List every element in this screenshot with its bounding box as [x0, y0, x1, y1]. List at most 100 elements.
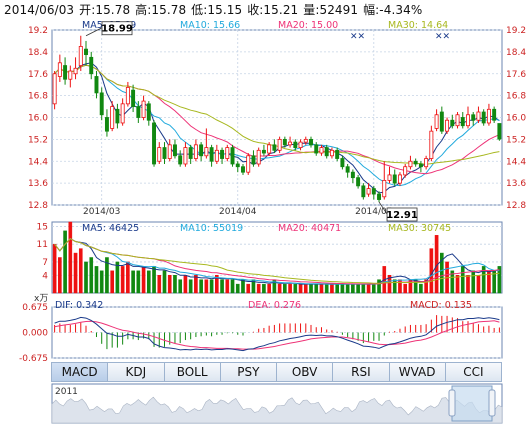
volume-bar [136, 270, 141, 294]
candle-body [241, 166, 245, 173]
candle-body [94, 76, 99, 94]
candle-body [157, 147, 162, 162]
price-tick-left: 17.6 [28, 70, 48, 80]
candle-body [209, 147, 214, 162]
price-tick-left: 12.8 [28, 201, 48, 211]
candle-body [288, 141, 293, 146]
candle-body [63, 65, 68, 80]
price-tick-left: 14.4 [28, 157, 48, 167]
volume-bar [173, 275, 177, 294]
volume-bar [419, 283, 423, 294]
candle-body [460, 117, 465, 127]
macd-dea-line [54, 320, 500, 350]
price-tick-right: 17.6 [506, 70, 526, 80]
price-annotation-pointer [85, 27, 103, 37]
macd-legend-item: DEA: 0.276 [248, 300, 301, 311]
volume-bar [392, 279, 397, 294]
volume-bar [460, 266, 465, 294]
volume-tick: 7 [42, 258, 48, 268]
volume-bar [52, 243, 57, 294]
tab-cci[interactable]: CCI [444, 362, 502, 382]
price-tick-right: 19.2 [506, 26, 526, 36]
volume-ma30-line [54, 237, 500, 284]
price-legend-item: MA20: 15.00 [278, 20, 338, 31]
macd-legend-item: MACD: 0.135 [410, 300, 472, 311]
volume-bar [450, 270, 455, 294]
candle-body [204, 147, 209, 157]
candle-body [115, 108, 120, 124]
candle-body [418, 163, 423, 168]
quote-date: 2014/06/03 [4, 3, 75, 17]
candle-body [125, 87, 130, 105]
volume-bar [335, 283, 339, 294]
candle-body [445, 119, 450, 132]
candle-body [214, 149, 219, 162]
candle-body [298, 141, 303, 148]
volume-bar [73, 252, 78, 294]
volume-bar [497, 266, 502, 294]
volume-bar [366, 283, 371, 294]
candle-body [466, 114, 470, 127]
tab-boll[interactable]: BOLL [163, 362, 221, 382]
indicator-tabs: MACD KDJ BOLL PSY OBV RSI WVAD CCI [51, 362, 502, 382]
volume-bar [241, 279, 245, 294]
volume-bar [183, 275, 188, 294]
tab-psy[interactable]: PSY [219, 362, 277, 382]
tab-wvad[interactable]: WVAD [388, 362, 446, 382]
tab-kdj[interactable]: KDJ [107, 362, 165, 382]
quote-header: 2014/06/03 开:15.78 高:15.78 低:15.15 收:15.… [4, 1, 423, 18]
tab-macd[interactable]: MACD [51, 362, 109, 382]
volume-bar [126, 261, 130, 294]
candle-body [78, 46, 83, 66]
candle-body [424, 158, 429, 168]
tab-rsi[interactable]: RSI [332, 362, 390, 382]
volume-bar [68, 221, 73, 294]
candle-body [277, 138, 282, 151]
candle-body [335, 149, 340, 159]
candle-body [193, 144, 198, 159]
candle-body [413, 160, 418, 165]
candle-body [57, 62, 62, 77]
price-month-label: 2014/03 [83, 207, 120, 217]
macd-dif-line [54, 316, 500, 352]
volume-bar [403, 283, 408, 294]
volume-bar [351, 283, 355, 294]
candle-body [178, 155, 183, 165]
candle-body [141, 100, 146, 118]
volume-bar [246, 283, 251, 294]
volume-bar [215, 275, 219, 294]
volume-bar [471, 270, 476, 294]
volume-bar [429, 248, 434, 294]
quote-low: 低:15.15 [191, 3, 243, 17]
candle-body [188, 147, 193, 159]
candle-body [293, 141, 298, 148]
candle-body [110, 106, 115, 129]
quote-close: 收:15.21 [247, 3, 299, 17]
candle-body [167, 144, 172, 159]
quote-change: 幅:-4.34% [363, 3, 423, 17]
price-tick-right: 16.8 [506, 92, 526, 102]
volume-bar [209, 279, 214, 294]
candle-body [162, 147, 167, 159]
volume-bar [387, 275, 392, 294]
candle-body [261, 149, 266, 154]
overview-range-window [451, 385, 493, 422]
candle-body [272, 144, 277, 151]
volume-bar [277, 283, 282, 294]
volume-bar [63, 230, 67, 294]
volume-bar [157, 275, 162, 294]
volume-bar [377, 279, 381, 294]
price-month-label: 2014/05 [355, 207, 392, 217]
quote-open: 开:15.78 [79, 3, 131, 17]
volume-legend-item: MA10: 55019 [180, 223, 243, 234]
candle-body [183, 147, 188, 165]
candle-body [246, 155, 251, 173]
candle-body [172, 144, 177, 157]
volume-tick: 4 [42, 271, 48, 281]
volume-bar [78, 248, 83, 294]
candle-body [256, 149, 261, 165]
candle-body [371, 188, 376, 195]
tab-obv[interactable]: OBV [276, 362, 334, 382]
candle-body [235, 163, 240, 168]
